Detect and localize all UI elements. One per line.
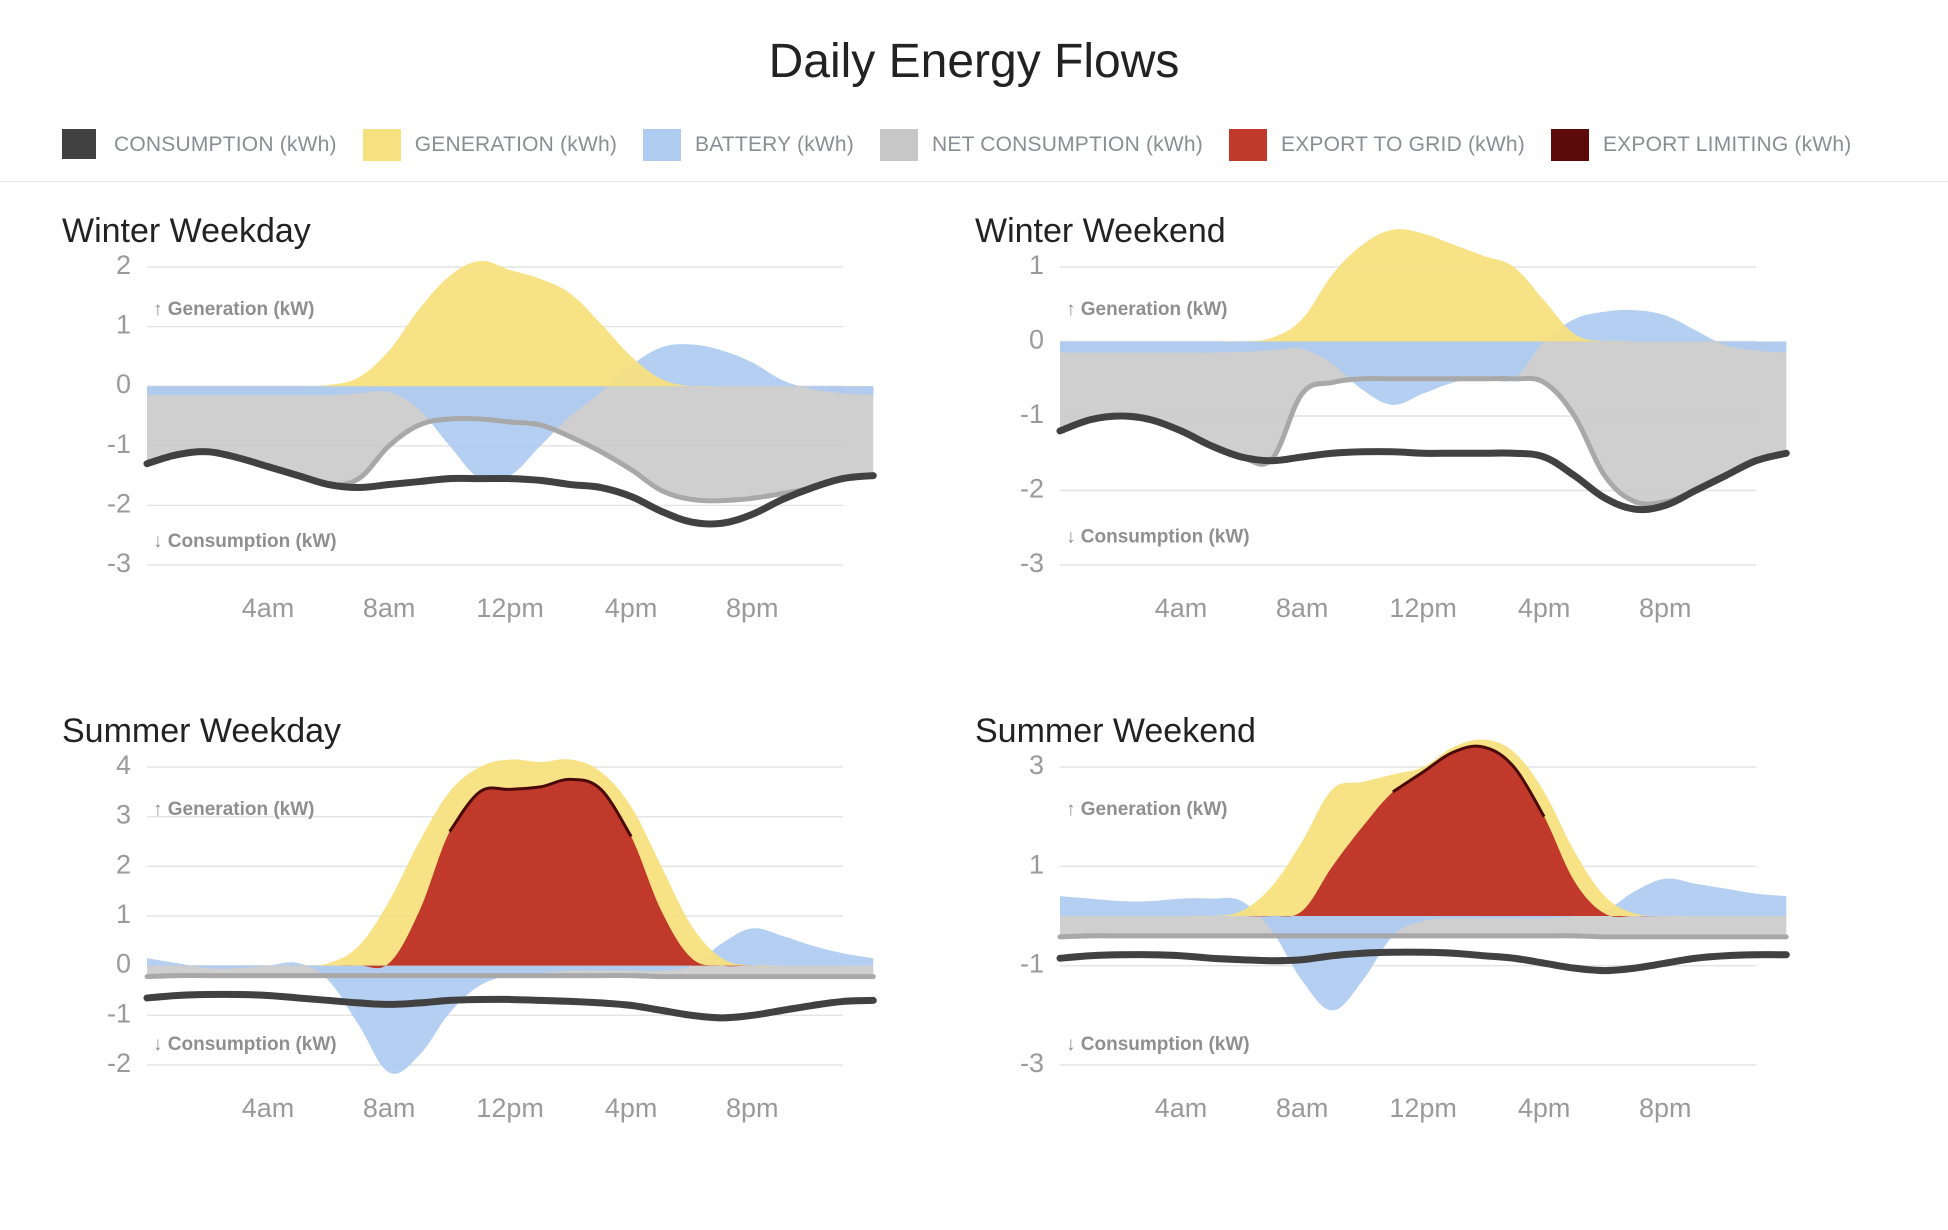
- svg-text:12pm: 12pm: [1389, 1093, 1457, 1123]
- svg-text:12pm: 12pm: [476, 593, 544, 623]
- svg-text:4am: 4am: [1155, 593, 1208, 623]
- svg-text:-1: -1: [1020, 949, 1044, 979]
- svg-text:8am: 8am: [363, 593, 416, 623]
- svg-text:↑ Generation (kW): ↑ Generation (kW): [153, 799, 315, 820]
- svg-text:12pm: 12pm: [476, 1093, 544, 1123]
- svg-text:3: 3: [1029, 750, 1044, 780]
- svg-text:4am: 4am: [242, 593, 295, 623]
- svg-text:-3: -3: [107, 548, 131, 578]
- svg-text:↑ Generation (kW): ↑ Generation (kW): [1066, 299, 1228, 320]
- svg-text:-2: -2: [107, 1048, 131, 1078]
- svg-text:2: 2: [116, 849, 131, 879]
- svg-text:8am: 8am: [1276, 593, 1329, 623]
- svg-text:2: 2: [116, 250, 131, 280]
- svg-text:12pm: 12pm: [1389, 593, 1457, 623]
- svg-text:-1: -1: [107, 998, 131, 1028]
- svg-text:-2: -2: [107, 488, 131, 518]
- svg-text:-1: -1: [1020, 399, 1044, 429]
- svg-text:4pm: 4pm: [1518, 593, 1571, 623]
- svg-text:0: 0: [116, 949, 131, 979]
- svg-text:4pm: 4pm: [605, 593, 658, 623]
- svg-text:1: 1: [1029, 250, 1044, 280]
- svg-text:1: 1: [116, 899, 131, 929]
- svg-text:0: 0: [116, 369, 131, 399]
- svg-text:8pm: 8pm: [726, 593, 779, 623]
- svg-text:4: 4: [116, 750, 131, 780]
- svg-text:4am: 4am: [1155, 1093, 1208, 1123]
- svg-text:↑ Generation (kW): ↑ Generation (kW): [1066, 799, 1228, 820]
- svg-text:↓ Consumption (kW): ↓ Consumption (kW): [1066, 527, 1250, 548]
- svg-text:8am: 8am: [363, 1093, 416, 1123]
- svg-text:↑ Generation (kW): ↑ Generation (kW): [153, 299, 315, 320]
- svg-text:8pm: 8pm: [1639, 1093, 1692, 1123]
- svg-text:↓ Consumption (kW): ↓ Consumption (kW): [153, 531, 337, 552]
- svg-text:4pm: 4pm: [605, 1093, 658, 1123]
- svg-text:8pm: 8pm: [726, 1093, 779, 1123]
- svg-text:8am: 8am: [1276, 1093, 1329, 1123]
- svg-text:-1: -1: [107, 429, 131, 459]
- svg-text:0: 0: [1029, 325, 1044, 355]
- svg-text:1: 1: [116, 310, 131, 340]
- svg-text:4pm: 4pm: [1518, 1093, 1571, 1123]
- svg-text:1: 1: [1029, 849, 1044, 879]
- svg-text:-3: -3: [1020, 1048, 1044, 1078]
- svg-text:-2: -2: [1020, 474, 1044, 504]
- svg-text:4am: 4am: [242, 1093, 295, 1123]
- svg-text:3: 3: [116, 800, 131, 830]
- svg-text:8pm: 8pm: [1639, 593, 1692, 623]
- svg-text:-3: -3: [1020, 548, 1044, 578]
- svg-text:↓ Consumption (kW): ↓ Consumption (kW): [1066, 1034, 1250, 1055]
- svg-text:↓ Consumption (kW): ↓ Consumption (kW): [153, 1034, 337, 1055]
